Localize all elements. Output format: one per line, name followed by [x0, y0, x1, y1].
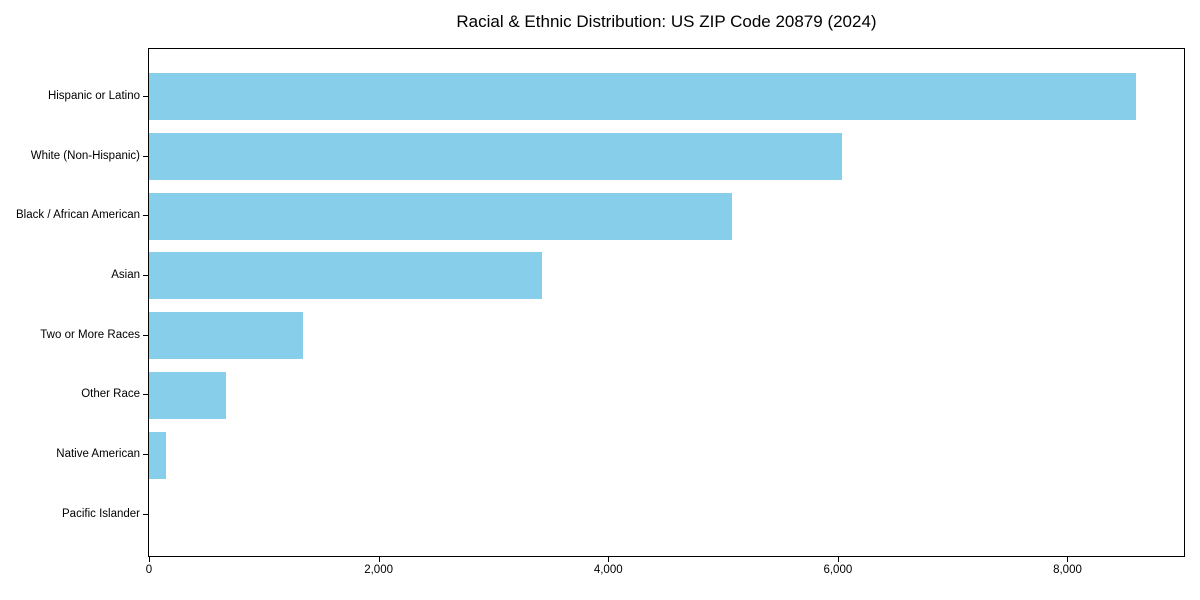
y-axis-label: Other Race [81, 388, 140, 401]
x-tick-label: 4,000 [593, 564, 623, 576]
y-axis-label: White (Non-Hispanic) [30, 149, 140, 162]
y-axis-label: Hispanic or Latino [47, 89, 140, 102]
y-axis-labels: Hispanic or Latino White (Non-Hispanic) Bl… [0, 48, 140, 557]
y-tick-mark [143, 454, 148, 456]
y-axis-label: Black / African American [16, 209, 140, 222]
y-tick-mark [143, 274, 148, 276]
plot-area [148, 48, 1185, 557]
x-tick-mark [1067, 557, 1069, 562]
y-axis-label: Asian [111, 268, 140, 281]
x-tick-mark [149, 557, 150, 562]
bar [149, 133, 843, 181]
y-tick-mark [143, 334, 148, 336]
y-tick-mark [143, 215, 148, 217]
bar [149, 73, 1137, 121]
bar [149, 252, 542, 300]
x-tick-label: 0 [145, 564, 153, 576]
bar [149, 431, 166, 479]
y-axis-label: Pacific Islander [62, 507, 140, 520]
y-axis-label: Native American [56, 448, 140, 461]
y-axis-label: Two or More Races [40, 328, 140, 341]
bar [149, 371, 226, 419]
x-tick-mark [378, 557, 380, 562]
y-tick-mark [143, 155, 148, 157]
chart-title: Racial & Ethnic Distribution: US ZIP Cod… [456, 12, 877, 31]
y-tick-mark [143, 95, 148, 97]
x-tick-mark [837, 557, 839, 562]
x-tick-label: 8,000 [1053, 564, 1082, 576]
bar [149, 312, 303, 360]
y-tick-mark [143, 513, 148, 515]
x-tick-label: 2,000 [364, 564, 393, 576]
y-tick-mark [143, 394, 148, 396]
bar [149, 192, 733, 240]
x-tick-mark [608, 557, 610, 562]
x-tick-label: 6,000 [823, 564, 853, 576]
